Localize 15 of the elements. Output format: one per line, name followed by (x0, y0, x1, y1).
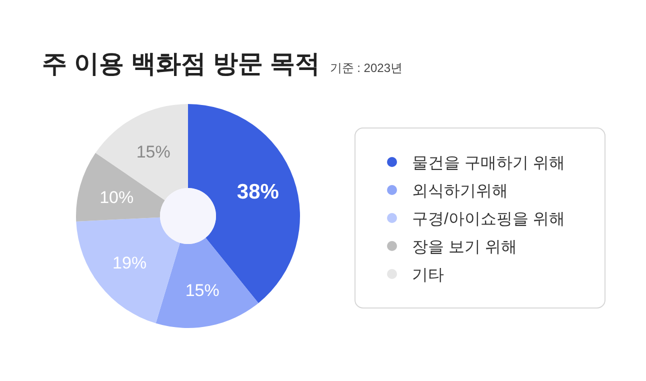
chart-subtitle: 기준 : 2023년 (330, 61, 402, 75)
donut-slice (76, 217, 180, 324)
legend-label: 구경/아이쇼핑을 위해 (412, 211, 565, 228)
chart-title: 주 이용 백화점 방문 목적 (42, 50, 320, 78)
legend-label: 외식하기위해 (412, 183, 508, 200)
data-label: 19% (112, 254, 147, 273)
donut-slice (156, 238, 258, 328)
legend-label: 장을 보기 위해 (412, 239, 517, 256)
legend-label: 기타 (412, 267, 444, 284)
legend-label: 물건을 구매하기 위해 (412, 155, 565, 172)
data-label: 15% (136, 142, 170, 162)
data-label: 38% (236, 180, 280, 204)
data-label: 15% (185, 280, 220, 300)
donut-slice (188, 104, 300, 304)
data-label: 10% (100, 188, 134, 207)
